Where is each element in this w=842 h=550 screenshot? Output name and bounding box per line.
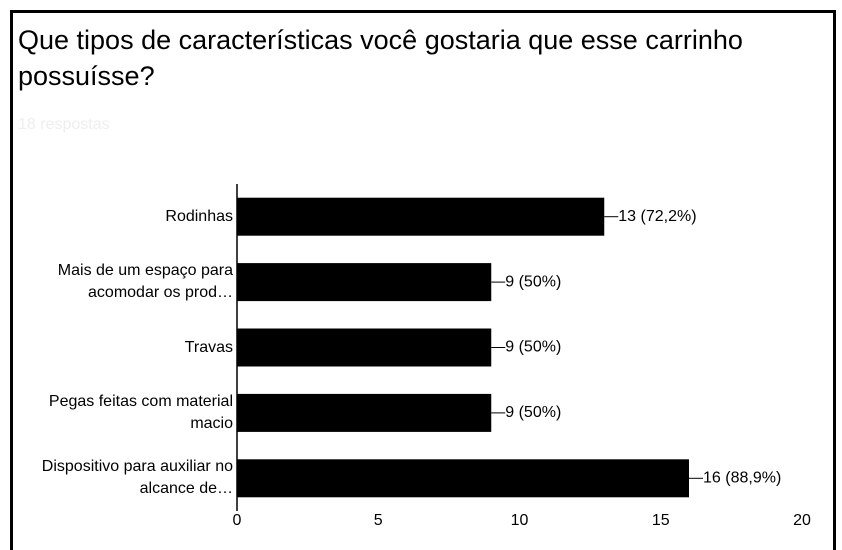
x-tick-label: 0	[233, 512, 242, 529]
x-tick-label: 10	[511, 512, 529, 529]
chart-title: Que tipos de características você gostar…	[18, 25, 743, 91]
bar	[237, 197, 605, 236]
value-label: 13 (72,2%)	[618, 208, 696, 225]
x-tick-label: 15	[652, 512, 670, 529]
x-tick-label: 20	[793, 512, 811, 529]
y-tick-label: Rodinhas	[165, 207, 233, 225]
frame	[10, 10, 836, 550]
value-label: 9 (50%)	[505, 339, 561, 356]
y-tick-label: Mais de um espaço para acomodar os prod…	[57, 262, 233, 302]
y-tick-label: Travas	[184, 338, 233, 356]
value-label: 9 (50%)	[505, 273, 561, 290]
value-label: 16 (88,9%)	[703, 470, 781, 487]
x-tick-label: 5	[374, 512, 383, 529]
bar	[237, 459, 689, 498]
bar	[237, 393, 492, 432]
y-tick-label: Dispositivo para auxiliar no alcance de…	[41, 458, 233, 498]
y-tick-label: Pegas feitas com material macio	[48, 392, 233, 432]
chart-subtitle: 18 respostas	[18, 116, 110, 133]
bar	[237, 263, 492, 302]
value-label: 9 (50%)	[505, 404, 561, 421]
bar	[237, 328, 492, 367]
